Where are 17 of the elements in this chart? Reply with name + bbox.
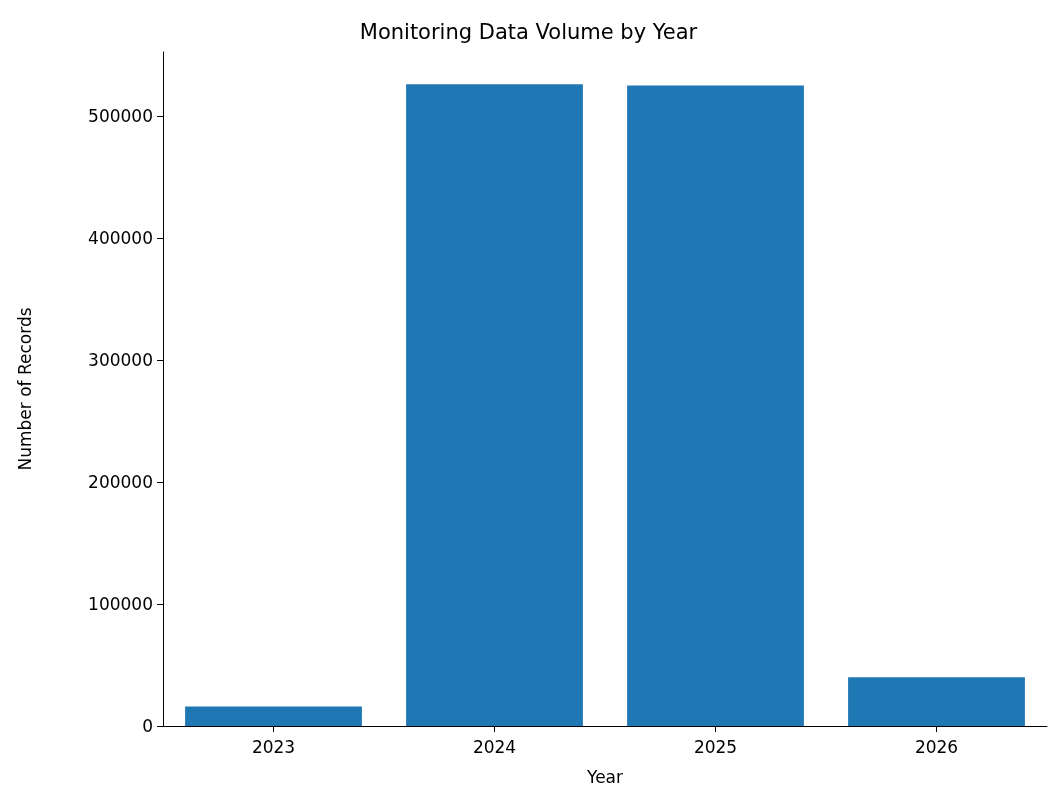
x-axis-title: Year bbox=[586, 766, 623, 787]
x-tick-label: 2025 bbox=[693, 736, 738, 757]
y-tick-label: 200000 bbox=[88, 472, 153, 493]
y-tick-label: 300000 bbox=[88, 350, 153, 371]
bar bbox=[848, 677, 1025, 726]
y-tick-label: 400000 bbox=[88, 228, 153, 249]
y-tick-label: 500000 bbox=[88, 106, 153, 127]
x-tick-label: 2024 bbox=[472, 736, 517, 757]
y-tick-label: 0 bbox=[142, 716, 153, 736]
bar bbox=[406, 84, 583, 726]
y-tick-label: 100000 bbox=[88, 594, 153, 615]
bar bbox=[185, 706, 362, 726]
x-tick-label: 2026 bbox=[914, 736, 959, 757]
chart-title: Monitoring Data Volume by Year bbox=[359, 19, 698, 44]
x-tick-label: 2023 bbox=[251, 736, 296, 757]
bar bbox=[627, 85, 804, 726]
y-axis-title: Number of Records bbox=[14, 307, 35, 471]
